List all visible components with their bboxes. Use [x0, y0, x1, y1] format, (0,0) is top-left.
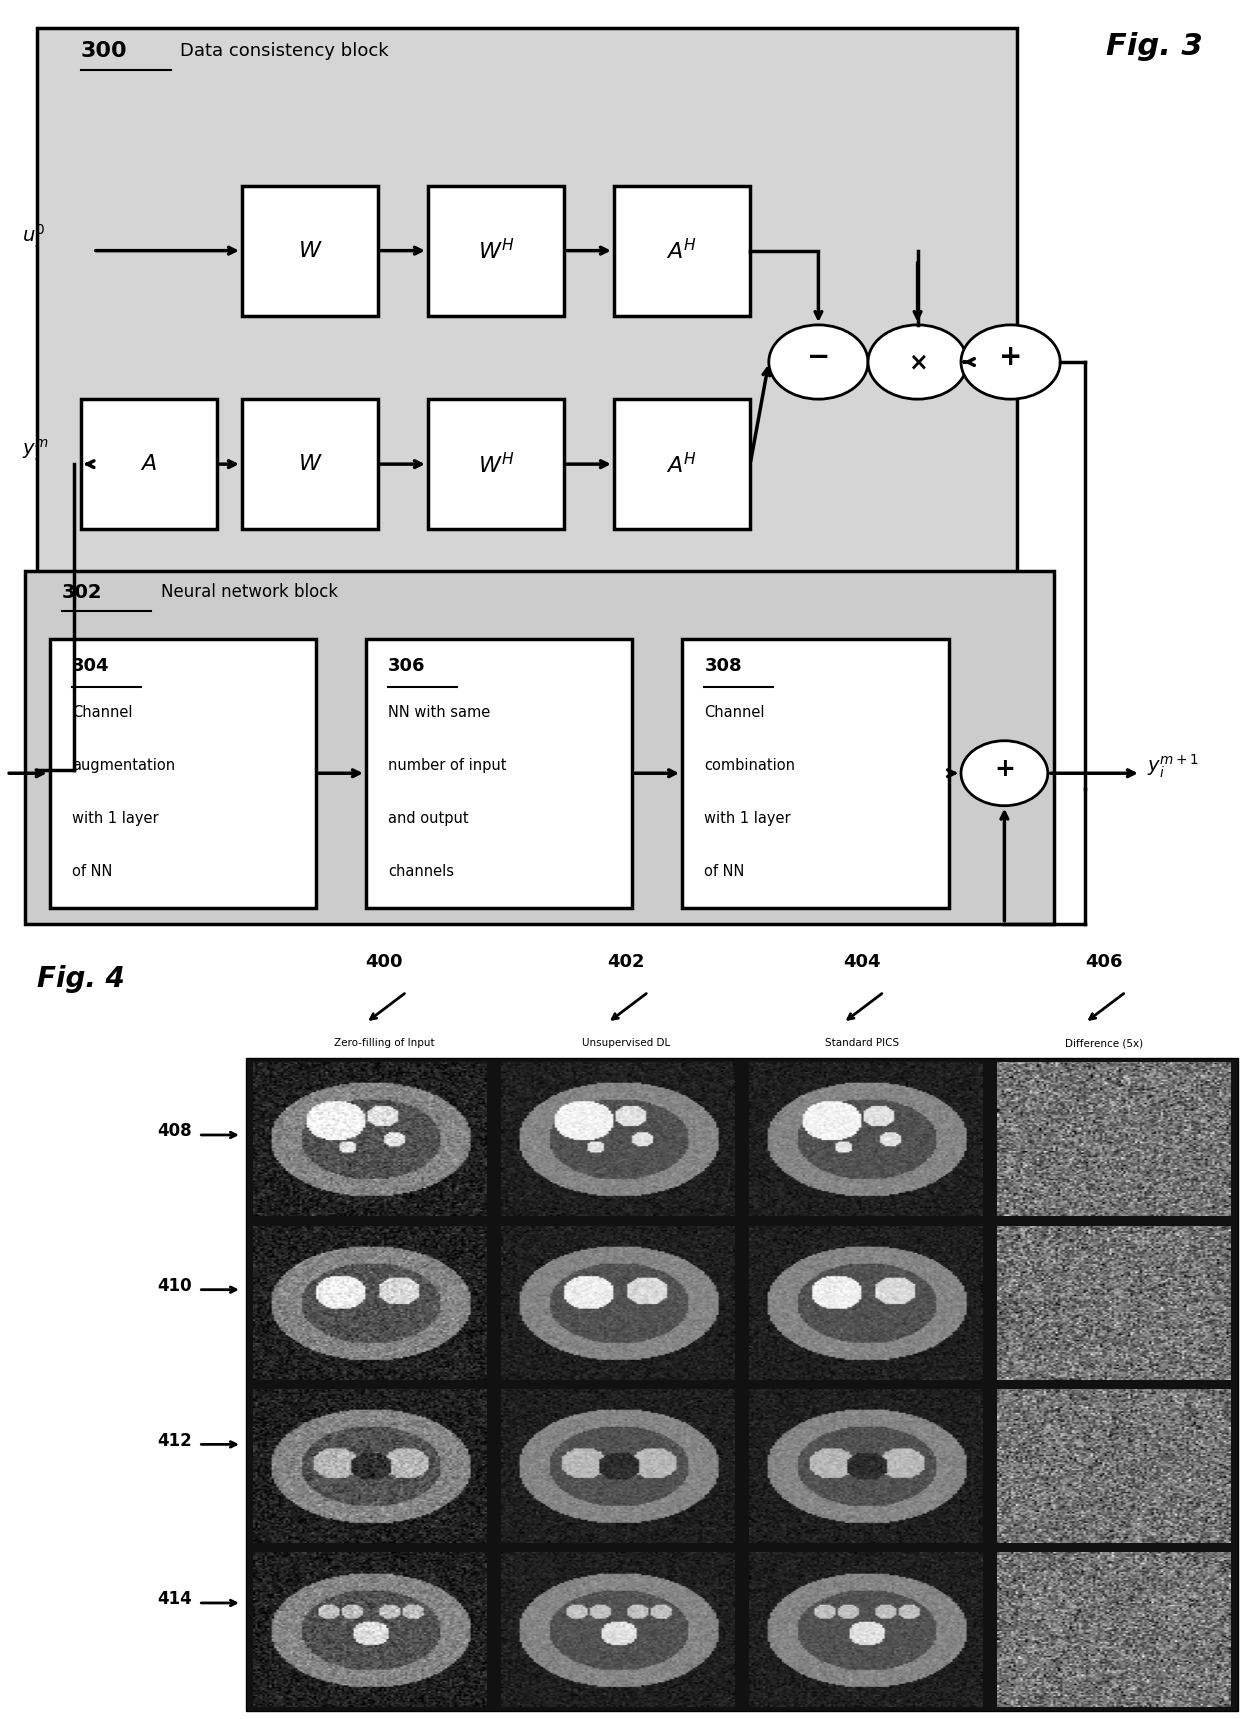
Text: Neural network block: Neural network block: [161, 583, 339, 602]
Text: channels: channels: [388, 865, 454, 878]
Text: 412: 412: [157, 1432, 192, 1449]
Text: Difference (5x): Difference (5x): [1064, 1038, 1143, 1049]
Text: $A^H$: $A^H$: [666, 452, 698, 476]
Text: $W$: $W$: [298, 454, 322, 474]
Text: $W$: $W$: [298, 241, 322, 261]
Bar: [242, 399, 378, 529]
Text: 306: 306: [388, 657, 425, 676]
Text: Fig. 4: Fig. 4: [37, 964, 125, 994]
Text: $y_i^m$: $y_i^m$: [22, 437, 50, 462]
Text: NN with same: NN with same: [388, 705, 490, 720]
Circle shape: [961, 741, 1048, 806]
Text: 402: 402: [608, 952, 645, 971]
Bar: [428, 186, 564, 316]
Text: and output: and output: [388, 811, 469, 827]
Text: 400: 400: [366, 952, 403, 971]
Text: 308: 308: [704, 657, 742, 676]
Text: +: +: [994, 756, 1014, 780]
Bar: [614, 399, 750, 529]
Bar: [428, 399, 564, 529]
Circle shape: [868, 325, 967, 399]
Text: 410: 410: [157, 1277, 192, 1294]
Text: Unsupervised DL: Unsupervised DL: [582, 1038, 671, 1049]
Text: Zero-filling of Input: Zero-filling of Input: [334, 1038, 435, 1049]
Bar: [366, 639, 632, 908]
Text: augmentation: augmentation: [72, 758, 175, 774]
Text: $W^H$: $W^H$: [477, 452, 515, 476]
Text: ×: ×: [908, 351, 928, 375]
Text: Standard PICS: Standard PICS: [825, 1038, 899, 1049]
Bar: [682, 639, 949, 908]
Bar: [25, 571, 1054, 923]
Bar: [50, 639, 316, 908]
Text: with 1 layer: with 1 layer: [704, 811, 791, 827]
Circle shape: [961, 325, 1060, 399]
Text: 406: 406: [1085, 952, 1122, 971]
Text: number of input: number of input: [388, 758, 507, 774]
Text: of NN: of NN: [704, 865, 745, 878]
Text: Data consistency block: Data consistency block: [180, 41, 388, 60]
Text: −: −: [807, 344, 830, 371]
Text: $A^H$: $A^H$: [666, 237, 698, 263]
Text: Fig. 3: Fig. 3: [1106, 33, 1203, 60]
Bar: [242, 186, 378, 316]
Text: 408: 408: [157, 1123, 192, 1140]
Bar: [614, 186, 750, 316]
Text: with 1 layer: with 1 layer: [72, 811, 159, 827]
Text: combination: combination: [704, 758, 795, 774]
Bar: [81, 399, 217, 529]
Text: $y_i^{m+1}$: $y_i^{m+1}$: [1147, 753, 1199, 779]
Text: 414: 414: [157, 1590, 192, 1607]
Text: 300: 300: [81, 41, 128, 62]
Circle shape: [769, 325, 868, 399]
Bar: [37, 28, 1017, 789]
Text: Channel: Channel: [72, 705, 133, 720]
Text: of NN: of NN: [72, 865, 113, 878]
Text: 304: 304: [72, 657, 109, 676]
Text: $A$: $A$: [140, 454, 157, 474]
Text: 404: 404: [843, 952, 880, 971]
Text: $W^H$: $W^H$: [477, 237, 515, 263]
Text: Channel: Channel: [704, 705, 765, 720]
Text: 302: 302: [62, 583, 103, 602]
Text: +: +: [999, 344, 1022, 371]
Bar: [246, 1057, 1238, 1712]
Text: $u_i^0$: $u_i^0$: [22, 223, 46, 251]
